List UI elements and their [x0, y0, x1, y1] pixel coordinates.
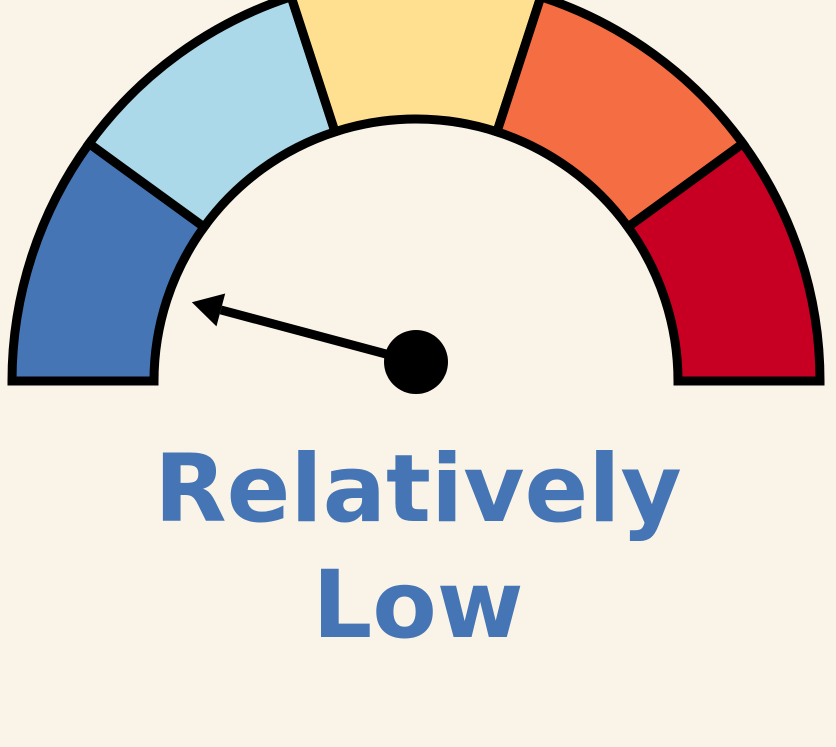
- needle-hub: [384, 330, 448, 394]
- gauge-segment-2: [82, 0, 341, 234]
- rating-line-1: Relatively: [154, 435, 682, 544]
- gauge-needle: [191, 293, 448, 394]
- gauge-segment-3: [287, 0, 545, 138]
- rating-line-2: Low: [312, 551, 524, 660]
- gauge-segments: [7, 0, 825, 386]
- rating-label: Relatively Low: [0, 432, 836, 664]
- gauge-segment-5: [621, 137, 825, 386]
- needle-shaft: [219, 305, 418, 367]
- needle-arrowhead: [191, 293, 226, 327]
- gauge: [7, 0, 825, 394]
